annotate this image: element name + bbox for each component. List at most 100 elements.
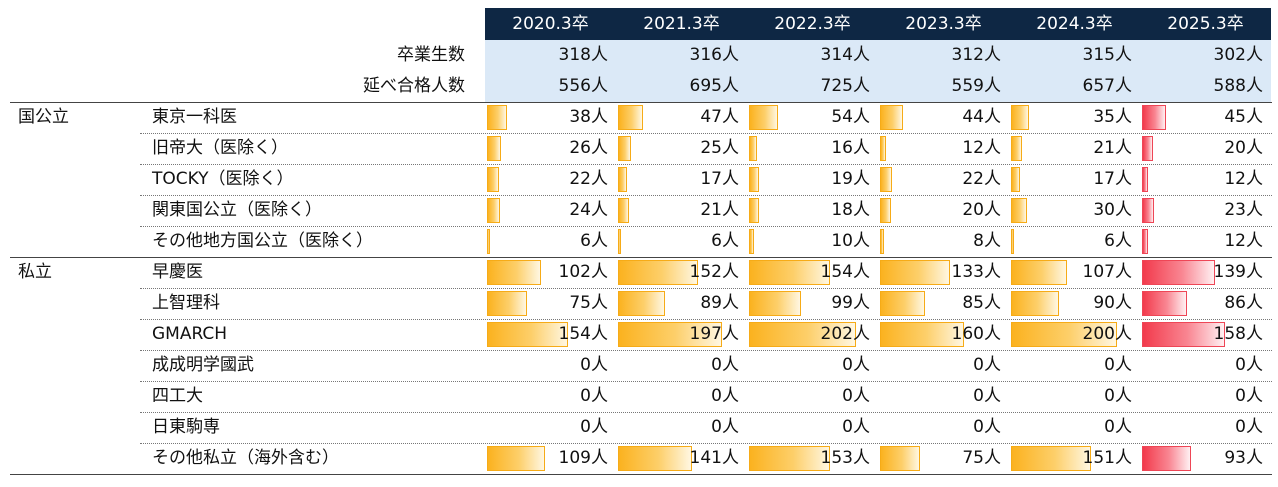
summary-value: 588人 [1213,76,1263,96]
section-divider [10,257,1272,258]
year-header: 2022.3卒 [774,14,851,34]
data-value: 151人 [1082,448,1132,468]
data-value: 0人 [1235,417,1263,437]
data-value: 6人 [1104,231,1132,251]
group-label: 国公立 [18,107,69,127]
data-value: 154人 [558,324,608,344]
data-value: 154人 [820,262,870,282]
data-value: 12人 [1224,169,1263,189]
data-bar [1142,322,1225,347]
data-bar [487,322,568,347]
data-value: 141人 [689,448,739,468]
data-bar [880,322,964,347]
summary-value: 556人 [558,76,608,96]
row-divider [140,443,1272,444]
summary-value: 315人 [1082,45,1132,65]
data-value: 47人 [700,107,739,127]
data-bar [487,198,500,223]
summary-label: 延べ合格人数 [363,76,465,96]
data-value: 8人 [973,231,1001,251]
summary-value: 314人 [820,45,870,65]
data-bar [1142,260,1215,285]
row-label: 上智理科 [152,293,220,313]
data-bar [880,105,903,130]
data-value: 21人 [1093,138,1132,158]
data-bar [749,322,856,347]
row-divider [140,164,1272,165]
data-bar [618,446,692,471]
data-value: 197人 [689,324,739,344]
data-value: 0人 [842,355,870,375]
data-bar [1142,198,1154,223]
data-value: 0人 [1235,355,1263,375]
data-value: 200人 [1082,324,1132,344]
data-value: 10人 [831,231,870,251]
data-bar [749,167,759,192]
data-bar [1011,446,1091,471]
data-bar [487,105,507,130]
data-value: 102人 [558,262,608,282]
summary-label: 卒業生数 [397,45,465,65]
summary-value: 725人 [820,76,870,96]
row-divider [140,195,1272,196]
data-value: 86人 [1224,293,1263,313]
data-bar [1011,167,1020,192]
header-bar [485,8,1271,40]
data-value: 0人 [842,386,870,406]
row-label: 関東国公立（医除く） [152,200,322,220]
data-bar [749,260,830,285]
row-label: GMARCH [152,324,228,344]
data-bar [618,167,627,192]
section-divider [10,102,1272,103]
data-bar [618,291,665,316]
group-label: 私立 [18,262,52,282]
data-value: 6人 [580,231,608,251]
data-bar [1011,229,1014,254]
row-label: 日東駒専 [152,417,220,437]
data-bar [880,446,920,471]
data-bar [880,167,892,192]
data-bar [749,291,801,316]
year-header: 2024.3卒 [1036,14,1113,34]
data-bar [1142,167,1148,192]
data-bar [1011,198,1027,223]
data-bar [1011,260,1067,285]
summary-value: 318人 [558,45,608,65]
data-value: 109人 [558,448,608,468]
data-bar [1011,291,1059,316]
data-value: 38人 [569,107,608,127]
row-divider [140,288,1272,289]
data-value: 0人 [580,386,608,406]
summary-value: 695人 [689,76,739,96]
row-divider [140,226,1272,227]
data-bar [618,136,631,161]
data-value: 153人 [820,448,870,468]
data-value: 75人 [569,293,608,313]
data-bar [487,136,501,161]
data-value: 45人 [1224,107,1263,127]
data-value: 22人 [962,169,1001,189]
data-bar [880,198,891,223]
data-value: 54人 [831,107,870,127]
data-bar [1142,229,1148,254]
data-value: 0人 [580,355,608,375]
data-value: 0人 [1235,386,1263,406]
data-value: 0人 [1104,386,1132,406]
data-bar [880,291,925,316]
data-value: 26人 [569,138,608,158]
section-divider [10,474,1272,475]
data-value: 44人 [962,107,1001,127]
data-value: 107人 [1082,262,1132,282]
data-value: 25人 [700,138,739,158]
data-value: 0人 [580,417,608,437]
data-value: 202人 [820,324,870,344]
data-bar [1011,105,1029,130]
data-value: 23人 [1224,200,1263,220]
data-value: 0人 [1104,355,1132,375]
data-value: 152人 [689,262,739,282]
data-value: 158人 [1213,324,1263,344]
data-value: 85人 [962,293,1001,313]
data-value: 17人 [1093,169,1132,189]
row-divider [140,133,1272,134]
